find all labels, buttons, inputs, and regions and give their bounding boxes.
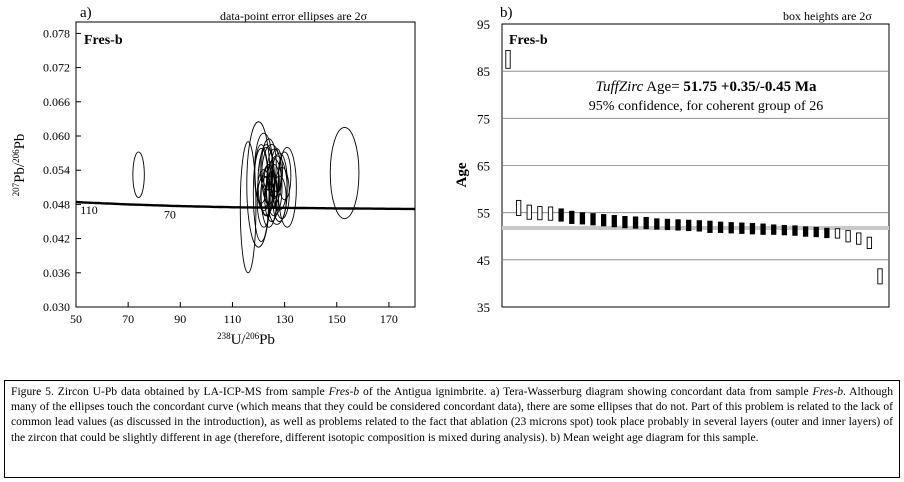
panel-b-gridlines <box>502 70 889 261</box>
panel-a-plot-frame <box>75 21 416 308</box>
figure-caption: Figure 5. Zircon U-Pb data obtained by L… <box>4 380 900 478</box>
age-box-included <box>569 210 575 224</box>
age-box-included <box>632 216 639 229</box>
age-box-included <box>590 213 596 226</box>
concordia-curve <box>75 200 416 211</box>
age-box-included <box>601 214 607 227</box>
age-box-included <box>696 220 702 232</box>
y-tick-label: 0.054 <box>43 163 70 177</box>
age-box-included <box>654 218 660 230</box>
panel-a-label: a) <box>80 5 92 21</box>
x-tick-label: 150 <box>328 312 346 326</box>
age-box-included <box>686 219 692 232</box>
age-box-included <box>664 218 671 231</box>
age-box-included <box>675 219 681 231</box>
age-box-included <box>622 215 628 229</box>
x-tick-label: 110 <box>224 312 242 326</box>
panel-a-y-axis-label: 207Pb/206Pb <box>11 134 28 197</box>
y-tick-label: 0.060 <box>43 129 70 143</box>
y-tick-label: 0.066 <box>43 95 70 109</box>
age-box-included <box>739 222 745 234</box>
y-tick-label: 0.048 <box>43 197 70 211</box>
error-ellipse <box>260 176 273 216</box>
y-tick-label: 0.042 <box>43 232 70 246</box>
caption-sample-2: Fres-b <box>812 385 844 398</box>
caption-text: Figure 5. Zircon U-Pb data obtained by L… <box>11 384 893 445</box>
age-box-included <box>781 224 787 236</box>
error-ellipse <box>329 127 360 220</box>
x-tick-label: 170 <box>380 312 398 326</box>
age-box-rejected <box>856 232 862 245</box>
panel-b-y-axis-label: Age <box>454 162 470 187</box>
age-box-included <box>749 223 756 235</box>
y-tick-label: 85 <box>477 64 490 79</box>
concordia-age-labels: 110 70 <box>80 203 176 222</box>
age-box-included <box>558 208 564 222</box>
age-box-included <box>728 222 734 234</box>
error-ellipse <box>277 146 297 228</box>
y-tick-label: 95 <box>477 17 490 32</box>
age-box-rejected <box>547 206 554 221</box>
caption-part-3: . Although many of the ellipses touch th… <box>11 385 893 444</box>
tuffzirc-age-annotation: TuffZirc Age= 51.75 +0.35/-0.45 Ma <box>595 79 817 95</box>
y-tick-label: 55 <box>477 206 490 221</box>
panel-b-note: box heights are 2σ <box>783 9 872 23</box>
age-box-rejected <box>866 236 873 249</box>
panel-b-weighted-mean: b) box heights are 2σ 35 45 55 65 75 85 95 Fre… <box>454 5 890 315</box>
age-box-rejected <box>526 204 532 220</box>
caption-part-2: of the Antigua ignimbrite. a) Tera-Wasse… <box>359 385 813 398</box>
panel-b-sample-label: Fres-b <box>509 33 548 48</box>
age-box-rejected <box>505 49 511 69</box>
x-tick-label: 90 <box>174 312 186 326</box>
age-box-rejected <box>834 228 841 239</box>
age-box-included <box>792 225 798 236</box>
age-box-included <box>802 226 809 237</box>
age-box-included <box>579 212 586 225</box>
panel-a-error-ellipses <box>132 121 360 274</box>
y-tick-label: 65 <box>477 159 490 174</box>
error-ellipse <box>268 164 280 200</box>
caption-part-1: Figure 5. Zircon U-Pb data obtained by L… <box>11 385 329 398</box>
error-ellipse <box>270 148 283 193</box>
y-tick-label: 0.072 <box>43 61 70 75</box>
panel-a-x-axis-label: 238U/206Pb <box>217 331 275 348</box>
age-box-included <box>824 227 830 239</box>
age-box-rejected <box>537 206 543 221</box>
y-tick-label: 0.078 <box>43 26 70 40</box>
panel-a-tera-wasserburg: a) data-point error ellipses are 2σ Fres… <box>11 5 416 348</box>
age-box-included <box>707 220 713 233</box>
panel-b-age-boxes <box>505 49 883 285</box>
panel-b-axes: 35 45 55 65 75 85 95 <box>477 17 490 315</box>
age-box-included <box>717 221 724 233</box>
age-box-rejected <box>845 230 851 243</box>
confidence-annotation: 95% confidence, for coherent group of 26 <box>589 99 823 114</box>
y-tick-label: 35 <box>477 300 490 315</box>
error-ellipse <box>132 151 145 199</box>
x-tick-label: 50 <box>70 312 82 326</box>
annotation-background <box>560 74 860 116</box>
panel-a-axes: 50 70 90 110 130 150 170 0.030 0.036 0.042 0.048 0.… <box>43 26 398 326</box>
concordia-age-label: 70 <box>164 208 176 222</box>
age-box-included <box>760 223 766 235</box>
x-tick-label: 70 <box>122 312 134 326</box>
age-box-rejected <box>515 199 522 216</box>
panel-b-label: b) <box>500 5 513 21</box>
y-tick-label: 0.036 <box>43 266 70 280</box>
error-ellipse <box>252 144 270 242</box>
panel-a-sample-label: Fres-b <box>84 33 123 48</box>
age-box-included <box>611 215 617 228</box>
y-tick-label: 0.030 <box>43 300 70 314</box>
age-box-rejected <box>877 268 883 285</box>
x-tick-label: 130 <box>276 312 294 326</box>
caption-sample-1: Fres-b <box>328 385 360 398</box>
concordia-age-label: 110 <box>80 203 98 217</box>
y-tick-label: 75 <box>477 111 490 126</box>
age-box-included <box>771 224 777 235</box>
figure: a) data-point error ellipses are 2σ Fres… <box>11 5 890 348</box>
panel-a-note: data-point error ellipses are 2σ <box>220 9 368 23</box>
age-box-included <box>643 216 649 230</box>
age-box-included <box>813 226 819 238</box>
y-tick-label: 45 <box>477 253 490 268</box>
error-ellipse <box>256 175 271 228</box>
